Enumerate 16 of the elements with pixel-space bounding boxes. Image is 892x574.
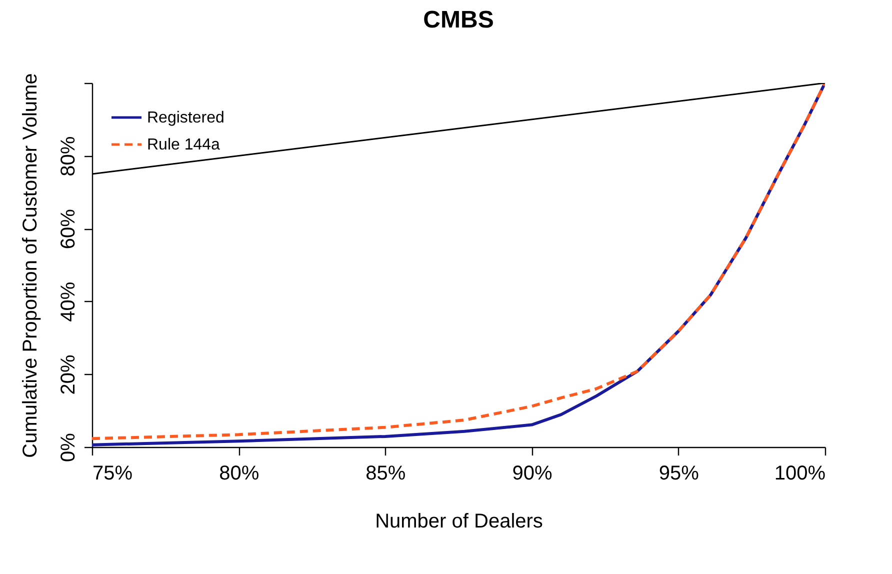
chart-title: CMBS [423, 6, 494, 34]
y-tick-label: 80% [58, 136, 80, 176]
x-tick-label: 75% [92, 462, 133, 484]
legend-label: Registered [147, 110, 224, 126]
x-tick-label: 80% [219, 462, 260, 484]
y-tick-label: 60% [58, 208, 80, 250]
y-tick-label: 0% [58, 432, 80, 462]
y-tick-label: 20% [58, 354, 80, 395]
x-tick-label: 95% [658, 462, 700, 484]
legend-label: Rule 144a [147, 136, 220, 154]
x-tick-label: 85% [366, 462, 406, 484]
y-tick-label: 40% [58, 282, 80, 322]
x-tick-label: 100% [774, 462, 826, 484]
x-tick-label: 90% [512, 462, 553, 484]
y-axis-title: Cumulative Proportion of Customer Volume [20, 73, 42, 458]
x-axis-title: Number of Dealers [375, 510, 543, 532]
